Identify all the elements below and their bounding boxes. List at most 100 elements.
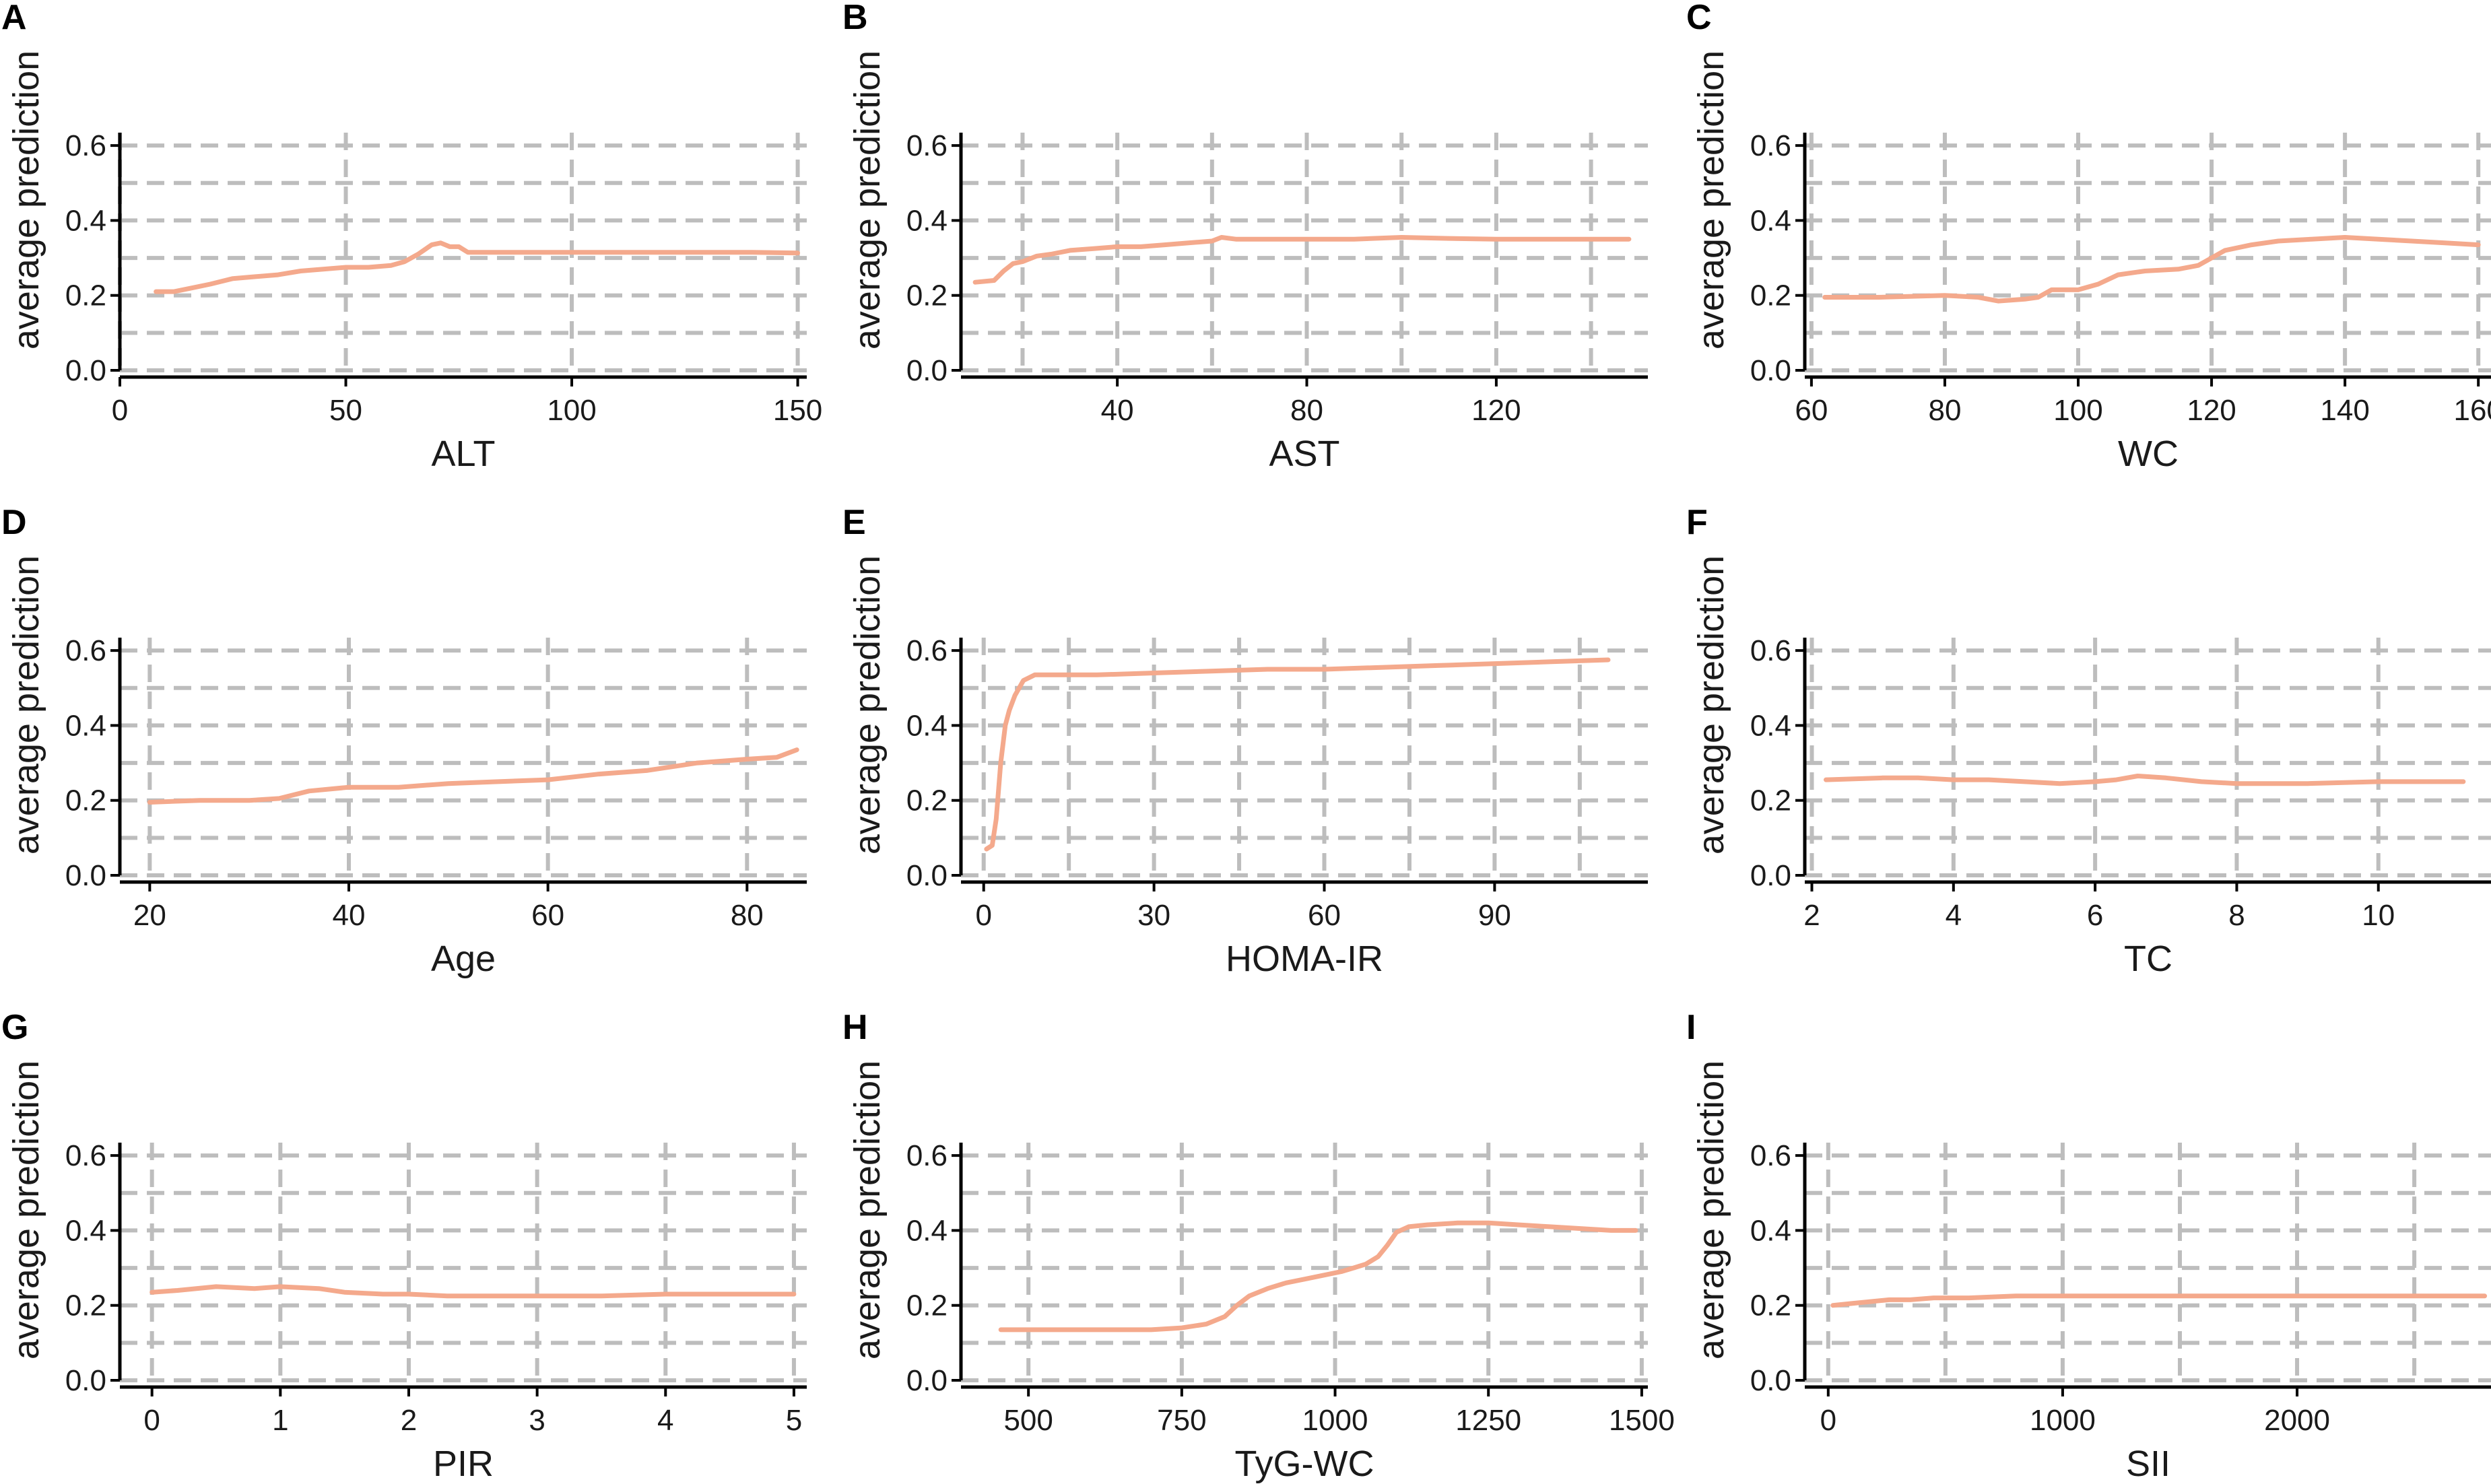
- x-tick-label: 10: [2362, 899, 2395, 932]
- series-line-c: [1822, 235, 2481, 304]
- x-tick-label: 120: [2187, 394, 2236, 427]
- series-line-d: [147, 747, 799, 805]
- x-axis-title: ALT: [431, 434, 495, 474]
- panel-b: B 0.0 0.2 0.4 0.6 40 80 120 AST average predictio…: [842, 0, 1648, 474]
- y-tick-label: 0.2: [1750, 1289, 1791, 1322]
- panel-label-h: H: [842, 1008, 868, 1047]
- x-tick-label: 2: [401, 1404, 417, 1437]
- panel-label-f: F: [1686, 503, 1708, 542]
- y-tick-label: 0.2: [1750, 279, 1791, 312]
- x-tick-label: 60: [1308, 899, 1341, 932]
- panel-label-i: I: [1686, 1008, 1696, 1047]
- y-tick-label: 0.6: [65, 1139, 106, 1172]
- x-axis-title: AST: [1269, 434, 1339, 474]
- series-line-a: [154, 240, 801, 294]
- y-tick-label: 0.4: [65, 709, 106, 742]
- x-tick-label: 80: [731, 899, 764, 932]
- y-tick-label: 0.6: [1750, 1139, 1791, 1172]
- y-tick-label: 0.2: [1750, 784, 1791, 817]
- panel-label-d: D: [1, 503, 27, 542]
- panel-e: E 0.0 0.2 0.4 0.6 0 30 60 90 HOMA-IR average predi…: [842, 503, 1648, 979]
- panel-g: G 0.0 0.2 0.4 0.6 0 1 2 3 4 5 PIR average prediction: [1, 1008, 807, 1484]
- x-tick-label: 5: [786, 1404, 802, 1437]
- x-tick-label: 150: [773, 394, 822, 427]
- panel-label-g: G: [1, 1008, 28, 1047]
- y-tick-label: 0.2: [906, 279, 948, 312]
- y-axis-title: average prediction: [6, 555, 46, 854]
- y-axis-title: average prediction: [847, 50, 888, 349]
- x-tick-label: 20: [133, 899, 166, 932]
- y-tick-label: 0.2: [65, 279, 106, 312]
- y-axis-title: average prediction: [1691, 555, 1731, 854]
- x-axis-title: TyG-WC: [1235, 1444, 1374, 1484]
- y-tick-label: 0.4: [906, 204, 948, 237]
- panel-h: H 0.0 0.2 0.4 0.6 500 750 1000 1250 1500 TyG-WC ave…: [842, 1008, 1675, 1484]
- y-tick-label: 0.0: [1750, 859, 1791, 892]
- series-line-h: [998, 1220, 1638, 1333]
- x-tick-label: 40: [333, 899, 366, 932]
- x-tick-label: 100: [547, 394, 596, 427]
- x-tick-label: 0: [975, 899, 991, 932]
- y-tick-label: 0.0: [1750, 1364, 1791, 1397]
- y-axis-title: average prediction: [847, 555, 888, 854]
- y-tick-label: 0.0: [906, 354, 948, 387]
- x-tick-label: 160: [2453, 394, 2491, 427]
- x-tick-label: 1: [272, 1404, 288, 1437]
- y-tick-label: 0.2: [906, 784, 948, 817]
- y-tick-label: 0.0: [65, 1364, 106, 1397]
- y-tick-label: 0.0: [1750, 354, 1791, 387]
- x-tick-label: 100: [2053, 394, 2102, 427]
- x-tick-label: 6: [2087, 899, 2103, 932]
- panel-label-c: C: [1686, 0, 1712, 37]
- y-axis-title: average prediction: [847, 1060, 888, 1359]
- panel-label-e: E: [842, 503, 866, 542]
- y-tick-label: 0.6: [65, 129, 106, 162]
- x-tick-label: 60: [531, 899, 564, 932]
- x-tick-label: 1500: [1609, 1404, 1675, 1437]
- x-tick-label: 1000: [2030, 1404, 2096, 1437]
- x-tick-label: 8: [2228, 899, 2245, 932]
- y-tick-label: 0.4: [1750, 1214, 1791, 1247]
- series-line-i: [1830, 1293, 2488, 1308]
- x-axis-title: WC: [2118, 434, 2179, 474]
- y-tick-label: 0.4: [1750, 204, 1791, 237]
- panel-d: D 0.0 0.2 0.4 0.6 20 40 60 80 Age average predicti…: [1, 503, 807, 979]
- y-tick-label: 0.6: [906, 1139, 948, 1172]
- panel-f: F 0.0 0.2 0.4 0.6 2 4 6 8 10 TC average prediction: [1686, 503, 2491, 979]
- y-axis-title: average prediction: [1691, 1060, 1731, 1359]
- x-tick-label: 80: [1290, 394, 1323, 427]
- x-tick-label: 60: [1795, 394, 1828, 427]
- x-tick-label: 750: [1157, 1404, 1206, 1437]
- x-tick-label: 500: [1003, 1404, 1053, 1437]
- y-tick-label: 0.6: [906, 634, 948, 667]
- y-tick-label: 0.6: [65, 634, 106, 667]
- series-line-b: [972, 235, 1632, 285]
- y-tick-label: 0.2: [906, 1289, 948, 1322]
- y-tick-label: 0.6: [1750, 129, 1791, 162]
- x-tick-label: 30: [1137, 899, 1170, 932]
- y-tick-label: 0.2: [65, 784, 106, 817]
- x-tick-label: 90: [1478, 899, 1511, 932]
- panel-i: I 0.0 0.2 0.4 0.6 0 1000 2000 SII average predict…: [1686, 1008, 2491, 1484]
- y-tick-label: 0.6: [1750, 634, 1791, 667]
- x-tick-label: 120: [1471, 394, 1521, 427]
- y-tick-label: 0.4: [906, 1214, 948, 1247]
- x-tick-label: 1250: [1455, 1404, 1521, 1437]
- y-tick-label: 0.4: [65, 204, 106, 237]
- y-tick-label: 0.0: [906, 859, 948, 892]
- y-axis-title: average prediction: [1691, 50, 1731, 349]
- y-tick-label: 0.4: [1750, 709, 1791, 742]
- y-tick-label: 0.0: [65, 354, 106, 387]
- series-line-e: [984, 657, 1611, 852]
- panel-c: C 0.0 0.2 0.4 0.6 60 80 100 120 140 160 WC average p…: [1686, 0, 2491, 474]
- y-tick-label: 0.0: [65, 859, 106, 892]
- y-tick-label: 0.2: [65, 1289, 106, 1322]
- x-axis-title: HOMA-IR: [1226, 939, 1383, 979]
- series-line-g: [150, 1284, 797, 1299]
- x-tick-label: 0: [1820, 1404, 1836, 1437]
- x-axis-title: Age: [431, 939, 496, 979]
- y-tick-label: 0.4: [906, 709, 948, 742]
- y-axis-title: average prediction: [6, 1060, 46, 1359]
- y-tick-label: 0.4: [65, 1214, 106, 1247]
- x-tick-label: 80: [1928, 394, 1961, 427]
